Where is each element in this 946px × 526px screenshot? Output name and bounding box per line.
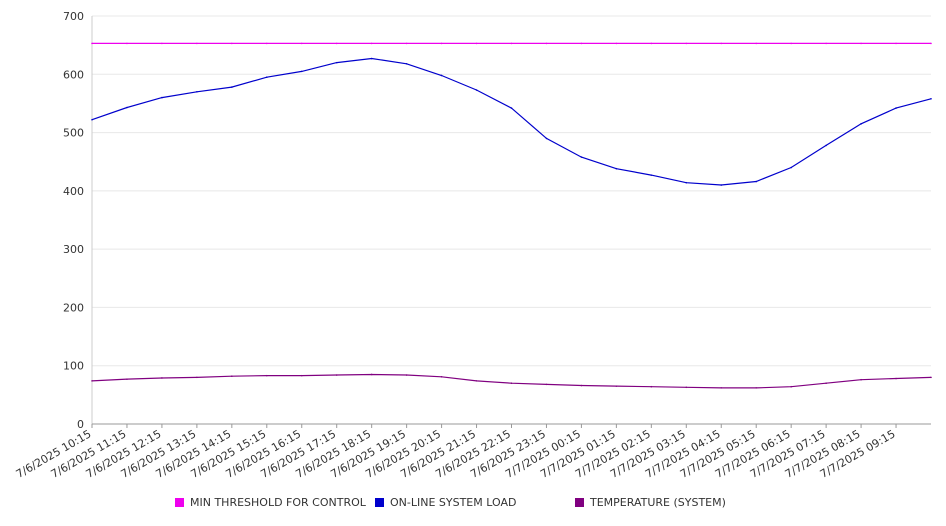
series-2-point [91, 380, 93, 382]
series-2-point [790, 385, 792, 388]
series-0-point [895, 42, 897, 45]
series-2-point [196, 376, 198, 379]
series-0-point [370, 42, 373, 45]
legend-item-min-threshold[interactable]: MIN THRESHOLD FOR CONTROL [175, 496, 366, 509]
series-0-point [196, 42, 198, 45]
series-2-point [895, 377, 897, 380]
series-line-2 [91, 373, 932, 389]
series-1-point [300, 70, 303, 73]
series-2-point [825, 382, 827, 385]
series-0-point [475, 42, 478, 45]
series-1-point [335, 61, 338, 64]
legend-swatch-temperature [575, 498, 584, 507]
series-0-point [755, 42, 758, 45]
y-tick-label: 300 [63, 243, 84, 256]
series-0-point [685, 42, 688, 45]
series-2-point [161, 377, 163, 379]
series-1-point [231, 86, 233, 88]
legend-swatch-min-threshold [175, 498, 184, 507]
series-0-point [860, 42, 862, 45]
series-1-point [510, 107, 513, 109]
series-1-point [196, 90, 198, 93]
legend-item-system-load[interactable]: ON-LINE SYSTEM LOAD [375, 496, 516, 509]
legend-item-temperature[interactable]: TEMPERATURE (SYSTEM) [575, 496, 726, 509]
series-1-point [126, 106, 128, 109]
series-2-point [370, 373, 373, 376]
series-1-point [405, 62, 408, 65]
series-1-point [91, 118, 93, 121]
series-1-point [685, 181, 688, 184]
series-2-point [720, 387, 723, 389]
series-1-point [265, 76, 268, 78]
y-tick-label: 100 [63, 360, 84, 373]
series-2-point [475, 380, 478, 382]
series-2-point [860, 378, 862, 381]
series-2-point [300, 374, 303, 377]
series-0-point [405, 42, 408, 45]
series-0-point [335, 42, 338, 45]
series-1-point [161, 96, 163, 99]
legend-label-min-threshold: MIN THRESHOLD FOR CONTROL [190, 496, 366, 509]
series-2-point [126, 378, 128, 380]
series-1-point [370, 57, 373, 60]
series-1-point [475, 89, 478, 91]
series-0-point [650, 42, 653, 45]
y-tick-label: 400 [63, 185, 84, 198]
series-0-point [510, 42, 513, 45]
series-2-point [265, 374, 268, 377]
series-1-point [790, 166, 792, 169]
series-0-point [615, 42, 618, 45]
series-2-point [510, 382, 513, 385]
y-tick-label: 0 [77, 418, 84, 431]
series-1-point [545, 137, 548, 140]
series-0-point [790, 42, 792, 45]
series-2-point [231, 375, 233, 378]
series-0-point [300, 42, 303, 45]
series-0-point [126, 42, 128, 45]
series-0-point [580, 42, 583, 45]
legend-swatch-system-load [375, 498, 384, 507]
series-0-point [440, 42, 443, 45]
legend-label-temperature: TEMPERATURE (SYSTEM) [590, 496, 726, 509]
series-2-point [335, 374, 338, 376]
y-tick-label: 600 [63, 68, 84, 81]
series-1-point [440, 74, 443, 77]
series-2-point [930, 376, 932, 379]
series-2-point [755, 387, 758, 389]
series-2-point [580, 384, 583, 387]
series-1-point [825, 144, 827, 147]
y-tick-label: 200 [63, 301, 84, 314]
series-2-point [405, 374, 408, 376]
series-2-point [615, 385, 618, 387]
series-2-point [440, 375, 443, 378]
y-tick-label: 500 [63, 127, 84, 140]
series-2-point [545, 383, 548, 386]
series-0-point [825, 42, 827, 45]
series-1-point [720, 184, 723, 186]
series-1-point [615, 167, 618, 170]
series-line-1 [91, 57, 932, 186]
series-0-point [930, 42, 932, 45]
series-0-point [265, 42, 268, 45]
series-0-point [231, 42, 233, 45]
series-1-point [580, 156, 583, 158]
series-0-point [720, 42, 723, 45]
series-0-point [91, 42, 93, 45]
series-1-point [650, 174, 653, 176]
chart-legend: MIN THRESHOLD FOR CONTROL ON-LINE SYSTEM… [0, 496, 946, 516]
series-1-point [930, 97, 932, 100]
y-tick-label: 700 [63, 10, 84, 23]
series-2-point [650, 385, 653, 388]
series-0-point [545, 42, 548, 45]
legend-label-system-load: ON-LINE SYSTEM LOAD [390, 496, 517, 509]
series-1-point [860, 123, 862, 125]
series-1-point [895, 107, 897, 109]
series-0-point [161, 42, 163, 45]
series-2-point [685, 386, 688, 389]
series-1-point [755, 180, 758, 183]
